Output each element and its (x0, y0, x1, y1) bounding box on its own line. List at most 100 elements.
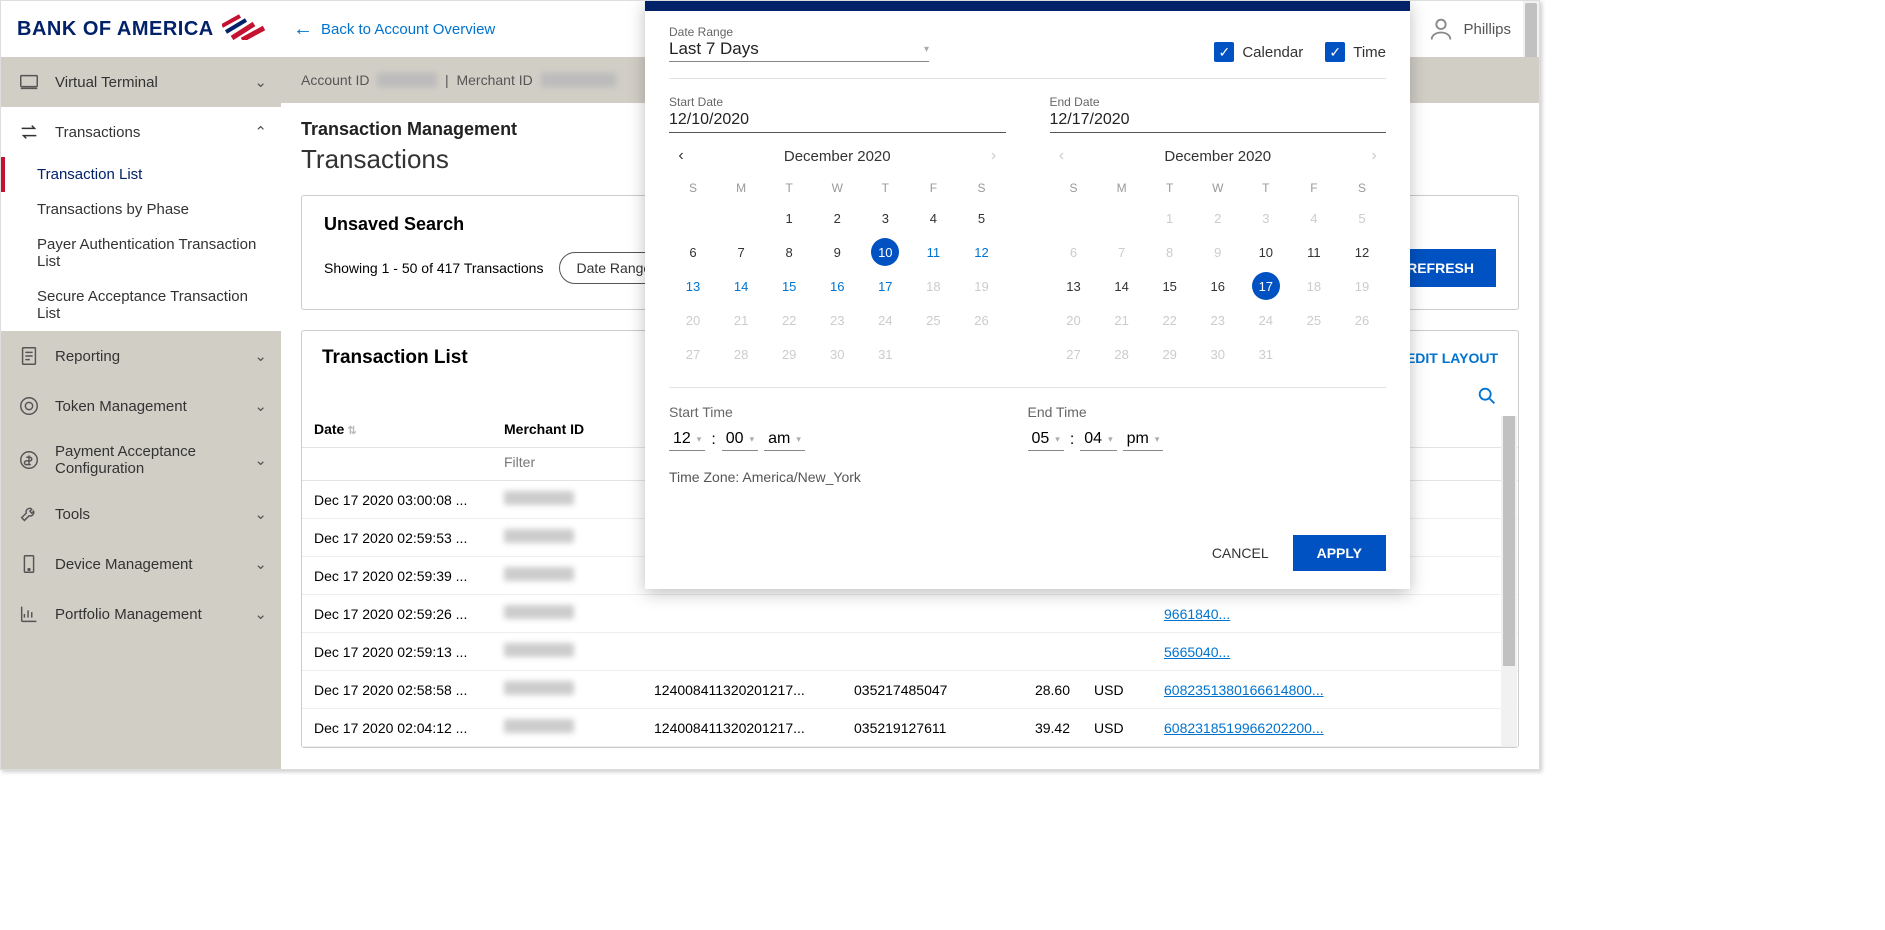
next-month-button[interactable]: › (1362, 147, 1386, 165)
start-hour-select[interactable]: 12▾ (669, 428, 705, 451)
col-date[interactable]: Date (302, 411, 492, 448)
payment-icon (15, 446, 43, 474)
day-of-week: M (717, 175, 765, 201)
table-row[interactable]: Dec 17 2020 02:04:12 ...1240084113202012… (302, 709, 1518, 747)
time-checkbox[interactable]: ✓Time (1325, 42, 1386, 62)
chevron-up-icon: ⌃ (254, 123, 267, 141)
chevron-down-icon: ⌄ (254, 605, 267, 623)
calendar-day: 24 (871, 306, 899, 334)
sidebar-item-transactions[interactable]: Transactions ⌃ (1, 107, 281, 157)
chevron-down-icon: ⌄ (254, 505, 267, 523)
sidebar-item-portfolio[interactable]: Portfolio Management⌄ (1, 589, 281, 639)
transaction-link[interactable]: 6082318519966202200... (1164, 720, 1324, 736)
calendar-day: 27 (679, 340, 707, 368)
calendar-day[interactable]: 10 (871, 238, 899, 266)
calendar-day[interactable]: 7 (727, 238, 755, 266)
calendar-day[interactable]: 17 (1252, 272, 1280, 300)
transaction-link[interactable]: 9661840... (1164, 606, 1230, 622)
calendar-day[interactable]: 1 (775, 204, 803, 232)
calendar-day[interactable]: 15 (775, 272, 803, 300)
calendar-day[interactable]: 12 (967, 238, 995, 266)
sidebar-sub-item[interactable]: Payer Authentication Transaction List (1, 227, 281, 279)
calendar-day[interactable]: 11 (919, 238, 947, 266)
calendar-day[interactable]: 6 (679, 238, 707, 266)
date-range-select[interactable]: Date Range Last 7 Days▾ (669, 25, 929, 62)
transaction-link[interactable]: 5665040... (1164, 644, 1230, 660)
day-of-week: W (813, 175, 861, 201)
table-row[interactable]: Dec 17 2020 02:59:26 ...9661840... (302, 595, 1518, 633)
table-row[interactable]: Dec 17 2020 02:58:58 ...1240084113202012… (302, 671, 1518, 709)
col-merchant[interactable]: Merchant ID (492, 411, 642, 448)
calendar-day: 28 (727, 340, 755, 368)
end-minute-select[interactable]: 04▾ (1080, 428, 1116, 451)
token-icon (15, 392, 43, 420)
sidebar-sub-item[interactable]: Transaction List (1, 157, 281, 192)
chevron-down-icon: ⌄ (254, 451, 267, 469)
calendar-day: 21 (1108, 306, 1136, 334)
calendar-day[interactable]: 4 (919, 204, 947, 232)
calendar-day[interactable]: 11 (1300, 238, 1328, 266)
calendar-day: 3 (1252, 204, 1280, 232)
start-period-select[interactable]: am▾ (764, 428, 805, 451)
calendar-day[interactable]: 16 (1204, 272, 1232, 300)
calendar-day: 8 (1156, 238, 1184, 266)
back-link[interactable]: ← Back to Account Overview (293, 18, 495, 41)
start-date-input[interactable]: Start Date 12/10/2020 (669, 95, 1006, 133)
sidebar-item-payment-config[interactable]: Payment Acceptance Configuration⌄ (1, 431, 281, 489)
document-icon (15, 342, 43, 370)
calendar-day[interactable]: 13 (1060, 272, 1088, 300)
prev-month-button[interactable]: ‹ (669, 147, 693, 165)
user-menu[interactable]: Phillips (1427, 15, 1531, 43)
sidebar-item-device[interactable]: Device Management⌄ (1, 539, 281, 589)
end-date-input[interactable]: End Date 12/17/2020 (1050, 95, 1387, 133)
terminal-icon (15, 68, 43, 96)
sidebar-sub-item[interactable]: Transactions by Phase (1, 192, 281, 227)
calendar-day[interactable]: 14 (727, 272, 755, 300)
calendar-day[interactable]: 3 (871, 204, 899, 232)
next-month-button[interactable]: › (982, 147, 1006, 165)
prev-month-button[interactable]: ‹ (1050, 147, 1074, 165)
sidebar-item-reporting[interactable]: Reporting⌄ (1, 331, 281, 381)
filter-merchant[interactable]: Filter (492, 448, 642, 481)
calendar-day[interactable]: 9 (823, 238, 851, 266)
calendar-day: 23 (1204, 306, 1232, 334)
table-row[interactable]: Dec 17 2020 02:59:13 ...5665040... (302, 633, 1518, 671)
day-of-week: W (1194, 175, 1242, 201)
cancel-button[interactable]: CANCEL (1212, 545, 1269, 561)
day-of-week: T (861, 175, 909, 201)
calendar-day: 22 (775, 306, 803, 334)
calendar-day[interactable]: 16 (823, 272, 851, 300)
edit-layout-link[interactable]: EDIT LAYOUT (1406, 350, 1498, 366)
calendar-day[interactable]: 17 (871, 272, 899, 300)
day-of-week: F (1290, 175, 1338, 201)
end-hour-select[interactable]: 05▾ (1028, 428, 1064, 451)
calendar-day[interactable]: 10 (1252, 238, 1280, 266)
calendar-day[interactable]: 5 (967, 204, 995, 232)
end-period-select[interactable]: pm▾ (1123, 428, 1164, 451)
calendar-day[interactable]: 15 (1156, 272, 1184, 300)
sidebar-item-tools[interactable]: Tools⌄ (1, 489, 281, 539)
calendar-day: 30 (1204, 340, 1232, 368)
apply-button[interactable]: APPLY (1293, 535, 1386, 571)
calendar-checkbox[interactable]: ✓Calendar (1214, 42, 1303, 62)
calendar-day: 20 (1060, 306, 1088, 334)
calendar-day: 25 (1300, 306, 1328, 334)
calendar-day: 6 (1060, 238, 1088, 266)
calendar-day[interactable]: 13 (679, 272, 707, 300)
start-minute-select[interactable]: 00▾ (722, 428, 758, 451)
sidebar-item-virtual-terminal[interactable]: Virtual Terminal ⌄ (1, 57, 281, 107)
calendar-day[interactable]: 14 (1108, 272, 1136, 300)
transaction-link[interactable]: 6082351380166614800... (1164, 682, 1324, 698)
sidebar-sub-item[interactable]: Secure Acceptance Transaction List (1, 279, 281, 331)
chevron-down-icon: ⌄ (254, 73, 267, 91)
calendar-day[interactable]: 8 (775, 238, 803, 266)
calendar-day[interactable]: 12 (1348, 238, 1376, 266)
search-icon[interactable] (1476, 385, 1498, 407)
table-scrollbar[interactable] (1501, 416, 1517, 746)
day-of-week: T (1242, 175, 1290, 201)
calendar-day: 29 (1156, 340, 1184, 368)
chevron-down-icon: ⌄ (254, 397, 267, 415)
sidebar-item-token[interactable]: Token Management⌄ (1, 381, 281, 431)
calendar-day[interactable]: 2 (823, 204, 851, 232)
day-of-week: T (765, 175, 813, 201)
